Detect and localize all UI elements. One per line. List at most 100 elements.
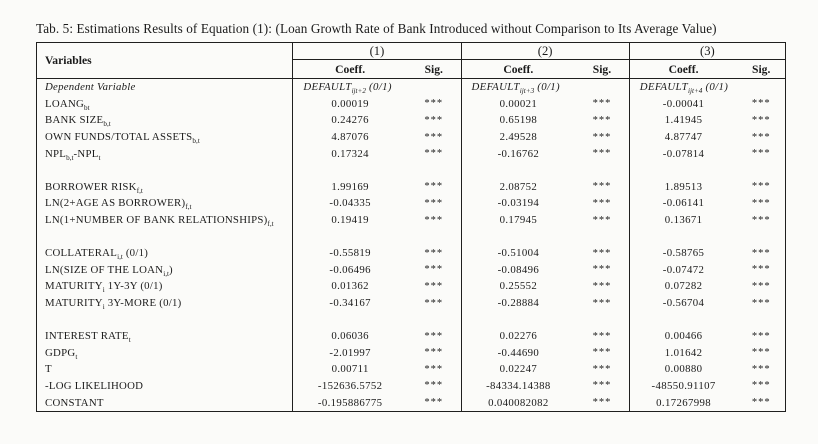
sig-stars: *** <box>751 380 771 392</box>
sig-stars: *** <box>592 181 612 193</box>
model-1-header: (1) <box>292 42 462 60</box>
spacer-cell <box>292 161 407 179</box>
coeff-value: -0.04335 <box>292 195 407 212</box>
sig-stars: *** <box>592 214 612 226</box>
variable-label: OWN FUNDS/TOTAL ASSETSb,t <box>45 131 200 146</box>
table-row: GDPGt -2.01997 *** -0.44690 *** 1.01642 *** <box>37 344 786 362</box>
results-table: Variables (1) (2) (3) Coeff. Sig. Coeff.… <box>36 42 786 412</box>
sig-stars: *** <box>592 380 612 392</box>
coeff-value: -152636.5752 <box>292 377 407 395</box>
sig-stars <box>737 79 785 96</box>
spacer-cell <box>407 228 461 245</box>
coeff-value: 1.89513 <box>628 178 738 196</box>
variable-label: GDPGt <box>45 346 78 361</box>
variable-label: BANK SIZEb,t <box>45 114 111 129</box>
table-row: Dependent Variable DEFAULTijt+2 (0/1) DEFA… <box>37 78 786 96</box>
table-row: BANK SIZEb,t 0.24276 *** 0.65198 *** 1.41945 *… <box>37 112 786 129</box>
coeff-value: -48550.91107 <box>628 377 738 395</box>
coeff-value: -0.07814 <box>628 145 738 162</box>
coeff-value: 0.65198 <box>460 112 576 129</box>
sig-stars: *** <box>424 280 444 292</box>
variable-label: INTEREST RATEt <box>45 330 131 345</box>
sig-stars <box>407 79 461 96</box>
spacer-cell <box>37 228 293 245</box>
sig-stars: *** <box>424 114 444 126</box>
table-row: LOANGbt 0.00019 *** 0.00021 *** -0.00041 *** <box>37 95 786 113</box>
table-row: INTEREST RATEt 0.06036 *** 0.02276 *** 0.0046… <box>37 327 786 345</box>
coeff-header-3: Coeff. <box>628 59 738 79</box>
coeff-value: -0.06496 <box>292 261 407 279</box>
sig-stars: *** <box>592 363 612 375</box>
sig-header-1: Sig. <box>406 59 462 79</box>
table-row: -LOG LIKELIHOOD -152636.5752 *** -84334.143… <box>37 377 786 395</box>
header-row-subcolumns: Coeff. Sig. Coeff. Sig. Coeff. Sig. <box>37 59 786 79</box>
coeff-value: -0.195886775 <box>292 394 407 412</box>
sig-stars: *** <box>751 214 771 226</box>
coeff-value: DEFAULTijt+2 (0/1) <box>292 78 407 96</box>
spacer-cell <box>737 162 785 179</box>
variable-label: LN(2+AGE AS BORROWER)f,t <box>45 197 192 212</box>
coeff-header-1: Coeff. <box>292 59 407 79</box>
spacer-cell <box>37 311 293 328</box>
sig-stars: *** <box>424 347 444 359</box>
coeff-value: 0.07282 <box>628 278 738 295</box>
spacer-cell <box>628 161 738 179</box>
coeff-value: DEFAULTijt+4 (0/1) <box>628 78 738 96</box>
sig-stars: *** <box>751 98 771 110</box>
sig-stars: *** <box>751 181 771 193</box>
spacer-cell <box>575 162 629 179</box>
coeff-value: 0.19419 <box>292 211 407 229</box>
sig-stars: *** <box>424 98 444 110</box>
spacer-cell <box>460 161 576 179</box>
coeff-value: 0.00021 <box>460 95 576 113</box>
coeff-value: 0.24276 <box>292 112 407 129</box>
coeff-value: 4.87076 <box>292 128 407 146</box>
sig-header-3: Sig. <box>737 59 786 79</box>
coeff-value: 0.00711 <box>292 361 407 378</box>
coeff-value: 2.49528 <box>460 128 576 146</box>
sig-stars: *** <box>751 347 771 359</box>
table-row: T 0.00711 *** 0.02247 *** 0.00880 *** <box>37 361 786 378</box>
sig-stars: *** <box>424 247 444 259</box>
variable-label: Dependent Variable <box>45 81 136 94</box>
coeff-value: 0.25552 <box>460 278 576 295</box>
spacer-cell <box>407 311 461 328</box>
coeff-value: 4.87747 <box>628 128 738 146</box>
variable-label: NPLb,t-NPLt <box>45 147 101 162</box>
table-body: Dependent Variable DEFAULTijt+2 (0/1) DEFA… <box>37 78 786 412</box>
coeff-value: DEFAULTijt+3 (0/1) <box>460 78 576 96</box>
variable-label: MATURITYi 1Y-3Y (0/1) <box>45 280 163 295</box>
coeff-value: 0.02247 <box>460 361 576 378</box>
coeff-value: 1.41945 <box>628 112 738 129</box>
header-row-groups: Variables (1) (2) (3) <box>36 42 786 79</box>
coeff-value: 0.17267998 <box>628 394 738 412</box>
coeff-header-2: Coeff. <box>460 59 576 79</box>
spacer-cell <box>575 228 629 245</box>
variable-label: LN(1+NUMBER OF BANK RELATIONSHIPS)f,t <box>45 214 274 229</box>
sig-stars: *** <box>751 197 771 209</box>
table-row: BORROWER RISKf,t 1.99169 *** 2.08752 *** 1.89… <box>37 178 786 196</box>
sig-stars: *** <box>751 363 771 375</box>
coeff-value: -0.55819 <box>292 244 407 262</box>
spacer-cell <box>460 311 576 328</box>
spacer-row <box>37 311 786 328</box>
coeff-value: 1.99169 <box>292 178 407 196</box>
sig-stars: *** <box>424 214 444 226</box>
table-row: LN(1+NUMBER OF BANK RELATIONSHIPS)f,t 0.1… <box>37 211 786 229</box>
variable-label: COLLATERALi,t (0/1) <box>45 247 149 262</box>
coeff-value: -84334.14388 <box>460 377 576 395</box>
coeff-value: -0.34167 <box>292 294 407 312</box>
coeff-value: -0.58765 <box>628 244 738 262</box>
coeff-value: -0.16762 <box>460 145 576 162</box>
sig-stars: *** <box>592 148 612 160</box>
table-header: Variables (1) (2) (3) Coeff. Sig. Coeff.… <box>36 42 786 79</box>
variable-label: T <box>45 363 52 376</box>
coeff-value: 0.040082082 <box>460 394 576 412</box>
variable-label: LOANGbt <box>45 97 90 113</box>
spacer-row <box>37 161 786 179</box>
coeff-value: 0.17324 <box>292 145 407 162</box>
sig-stars: *** <box>424 131 444 143</box>
coeff-value: 0.01362 <box>292 278 407 295</box>
coeff-value: 1.01642 <box>628 344 738 362</box>
spacer-cell <box>737 311 785 328</box>
